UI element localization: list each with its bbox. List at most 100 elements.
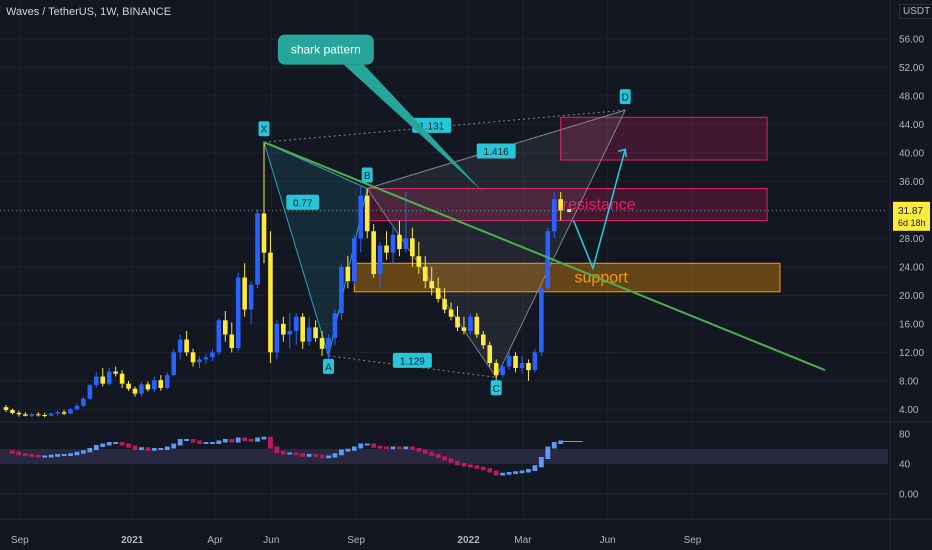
oscillator-bar	[319, 454, 325, 459]
candle-body	[293, 316, 299, 331]
candle-body	[519, 363, 525, 369]
price-tick-label: 48.00	[899, 91, 924, 102]
candle-body	[326, 338, 331, 349]
candle-body	[371, 231, 376, 274]
candle-body	[190, 352, 196, 363]
candle-body	[145, 384, 151, 390]
oscillator-bar	[158, 448, 164, 450]
candle-body	[403, 238, 409, 250]
candle-body	[332, 313, 338, 339]
oscillator-bar	[16, 451, 22, 456]
ratio-label: 1.131	[419, 121, 444, 132]
candle-body	[203, 357, 209, 360]
shark-pattern-callout	[277, 34, 374, 65]
price-tick-label: 16.00	[899, 319, 924, 330]
oscillator-bar	[268, 436, 273, 449]
currency-label[interactable]: USDT	[899, 4, 932, 19]
candle-body	[397, 234, 402, 250]
candle-body	[23, 414, 28, 416]
pattern-point-x-bg	[258, 121, 270, 137]
candle-body	[235, 277, 241, 349]
oscillator-bar	[313, 454, 318, 457]
oscillator-bar	[403, 446, 409, 450]
pattern-point-b-bg	[361, 167, 373, 183]
oscillator-bar	[139, 447, 144, 450]
candle-body	[551, 199, 557, 232]
oscillator-bar	[326, 455, 331, 459]
oscillator-bar	[300, 453, 306, 457]
pattern-point-d: D	[622, 93, 629, 104]
candle-body	[197, 359, 202, 363]
candle-body	[526, 363, 531, 371]
oscillator-bar	[210, 442, 215, 444]
price-tick-label: 36.00	[899, 177, 924, 188]
candle-body	[545, 231, 551, 289]
candle-body	[487, 345, 493, 364]
candle-body	[16, 412, 22, 415]
callout-text: shark pattern	[291, 43, 361, 57]
candle-body	[242, 277, 247, 310]
time-tick-label: Jun	[263, 535, 279, 546]
candle-body	[313, 327, 318, 339]
oscillator-bar	[100, 443, 106, 447]
oscillator-bar	[506, 472, 512, 475]
time-tick-label: Sep	[684, 535, 702, 546]
candle-body	[287, 330, 293, 335]
candle-body	[468, 316, 473, 331]
oscillator-bar	[558, 440, 564, 444]
candle-body	[139, 384, 144, 394]
candle-body	[493, 363, 499, 376]
candle-body	[223, 320, 228, 335]
oscillator-bar	[461, 463, 467, 467]
candle-body	[448, 309, 454, 317]
oscillator-bar	[177, 439, 183, 446]
candle-body	[35, 414, 41, 416]
oscillator-bar	[274, 446, 280, 453]
candle-body	[216, 320, 222, 353]
oscillator-bar	[519, 470, 525, 474]
oscillator-bar	[22, 453, 28, 456]
candle-body	[319, 338, 325, 349]
candle-body	[513, 355, 518, 369]
ratio-label-bg	[476, 143, 516, 159]
oscillator-bar	[397, 446, 402, 450]
oscillator-bar	[151, 448, 157, 451]
ratio-label: 0.77	[293, 198, 313, 209]
oscillator-bar	[513, 471, 518, 474]
ratio-label: 1.129	[400, 356, 425, 367]
resistance-zone	[560, 116, 768, 161]
oscillator-bar	[526, 469, 531, 473]
candle-body	[119, 373, 125, 384]
oscillator-bar	[384, 446, 389, 450]
oscillator-bar	[197, 440, 202, 444]
oscillator-bar	[203, 442, 209, 444]
candle-body	[429, 281, 434, 289]
candle-body	[248, 284, 254, 310]
oscillator-bar	[10, 450, 15, 454]
oscillator-bar	[390, 446, 396, 450]
oscillator-bar	[377, 445, 383, 449]
candle-body	[364, 195, 370, 232]
candle-body	[81, 398, 86, 406]
candle-body	[171, 352, 176, 376]
oscillator-bar	[371, 443, 377, 448]
candle-body	[539, 288, 544, 353]
candle-body	[74, 405, 80, 410]
projection-path	[572, 149, 626, 271]
candle-body	[455, 316, 460, 328]
candle-body	[184, 339, 189, 353]
candle-body	[152, 380, 157, 390]
oscillator-bar	[171, 443, 177, 449]
price-tick-label: 28.00	[899, 234, 924, 245]
oscillator-bar	[448, 458, 454, 463]
candle-body	[352, 238, 357, 282]
candle-body	[87, 385, 93, 399]
pattern-point-c: C	[493, 384, 500, 395]
oscillator-bar	[35, 454, 41, 458]
support-zone	[353, 262, 781, 293]
candle-body	[390, 234, 396, 253]
candle-body	[126, 383, 131, 389]
candle-body	[500, 366, 505, 376]
ratio-label-bg	[286, 194, 320, 210]
